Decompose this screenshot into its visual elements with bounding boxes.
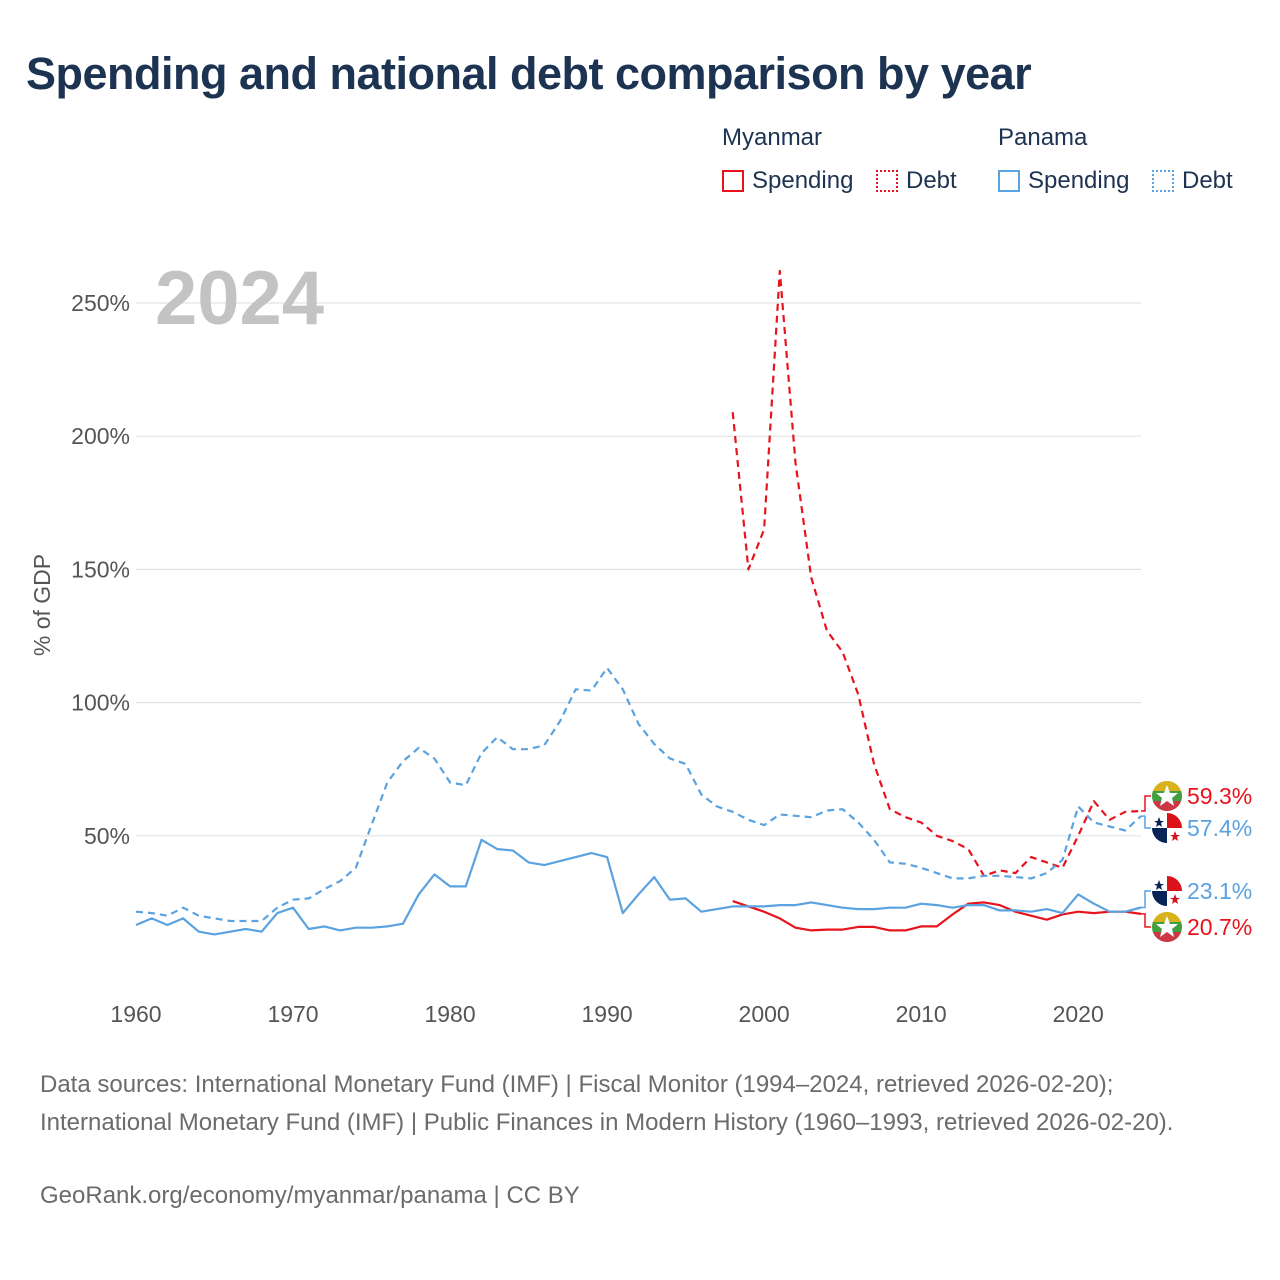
x-tick-label: 1980 bbox=[424, 1001, 475, 1027]
y-tick-label: 150% bbox=[71, 556, 130, 582]
series-lines bbox=[135, 269, 1142, 936]
series-line-myanmar-debt bbox=[731, 269, 1142, 877]
legend-swatch-myanmar-spending bbox=[722, 170, 744, 192]
legend-panama-title: Panama bbox=[998, 124, 1088, 151]
legend-label: Debt bbox=[906, 167, 957, 194]
x-tick-label: 1970 bbox=[267, 1001, 318, 1027]
x-tick-label: 2000 bbox=[739, 1001, 790, 1027]
series-line-panama-spending bbox=[135, 838, 1142, 936]
end-label-panama-debt: 57.4% bbox=[1187, 815, 1252, 841]
legend-myanmar-title: Myanmar bbox=[722, 124, 823, 151]
x-tick-label: 1990 bbox=[582, 1001, 633, 1027]
series-line-panama-debt bbox=[135, 666, 1142, 923]
legend-label: Debt bbox=[1182, 167, 1233, 194]
y-tick-label: 200% bbox=[71, 423, 130, 449]
line-chart: 2024 50% 100% 150% 200% 250% 1960 1970 1980 199… bbox=[29, 256, 1252, 1027]
legend-swatch-myanmar-debt bbox=[876, 170, 898, 192]
myanmar-flag-icon bbox=[1152, 781, 1182, 811]
grid-lines bbox=[136, 302, 1141, 837]
panama-flag-icon bbox=[1152, 876, 1182, 906]
legend-label: Spending bbox=[1028, 167, 1130, 194]
x-tick-label: 2020 bbox=[1053, 1001, 1104, 1027]
data-sources: Data sources: International Monetary Fun… bbox=[40, 1071, 1174, 1136]
legend-myanmar-debt[interactable]: Debt bbox=[876, 167, 957, 195]
end-label-myanmar-debt: 59.3% bbox=[1187, 783, 1252, 809]
legend-myanmar-spending[interactable]: Spending bbox=[722, 167, 853, 195]
end-label-connector bbox=[1141, 913, 1151, 928]
series-line-myanmar-spending bbox=[732, 900, 1142, 932]
x-tick-label: 1960 bbox=[110, 1001, 161, 1027]
end-label-panama-spending: 23.1% bbox=[1187, 878, 1252, 904]
legend-panama-debt[interactable]: Debt bbox=[1152, 167, 1233, 195]
y-axis-ticks: 50% 100% 150% 200% 250% bbox=[71, 290, 130, 849]
y-tick-label: 50% bbox=[84, 823, 130, 849]
end-label-myanmar-spending: 20.7% bbox=[1187, 914, 1252, 940]
end-label-connector bbox=[1141, 890, 1151, 909]
end-label-connector bbox=[1141, 815, 1151, 829]
legend-panama-spending[interactable]: Spending bbox=[998, 167, 1129, 195]
y-tick-label: 250% bbox=[71, 290, 130, 316]
legend-swatch-panama-spending bbox=[998, 170, 1020, 192]
footer-credit: GeoRank.org/economy/myanmar/panama | CC … bbox=[40, 1182, 580, 1209]
x-tick-label: 2010 bbox=[896, 1001, 947, 1027]
myanmar-flag-icon bbox=[1152, 912, 1182, 942]
y-axis-label: % of GDP bbox=[29, 554, 55, 656]
y-tick-label: 100% bbox=[71, 690, 130, 716]
chart-title: Spending and national debt comparison by… bbox=[26, 48, 1032, 99]
end-label-connectors bbox=[1141, 795, 1151, 928]
panama-flag-icon bbox=[1152, 813, 1182, 843]
year-label: 2024 bbox=[155, 256, 324, 341]
end-label-connector bbox=[1141, 795, 1151, 812]
legend-swatch-panama-debt bbox=[1152, 170, 1174, 192]
x-axis-ticks: 1960 1970 1980 1990 2000 2010 2020 bbox=[110, 1001, 1103, 1027]
legend-label: Spending bbox=[752, 167, 854, 194]
